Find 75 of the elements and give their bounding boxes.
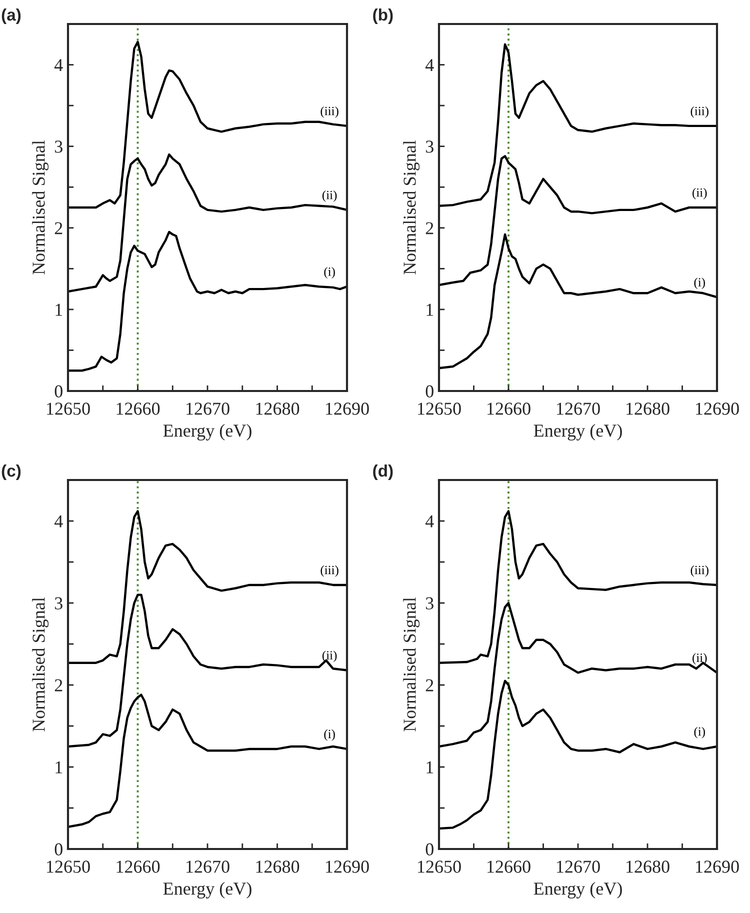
y-tick-label: 0 xyxy=(426,843,434,856)
y-tick-label: 0 xyxy=(426,385,434,398)
series-label: (ii) xyxy=(692,653,707,664)
line-series xyxy=(439,43,717,207)
series-label: (iii) xyxy=(320,106,338,118)
y-tick-label: 4 xyxy=(54,515,63,528)
series-label: (ii) xyxy=(692,188,707,200)
y-tick-label: 0 xyxy=(54,843,62,856)
y-tick-label: 1 xyxy=(426,304,434,316)
series-label: (ii) xyxy=(322,650,337,662)
x-tick-label: 12680 xyxy=(626,402,670,415)
series-label: (iii) xyxy=(690,106,708,118)
line-series xyxy=(439,680,717,830)
x-axis-title: Energy (eV) xyxy=(534,882,622,898)
x-tick-label: 12660 xyxy=(488,860,530,873)
chart-title: (d) xyxy=(373,464,393,480)
series-label: (i) xyxy=(324,267,335,278)
x-axis-title: Energy (eV) xyxy=(163,424,252,440)
line-series xyxy=(439,510,717,664)
y-tick-label: 2 xyxy=(426,679,434,692)
line-series xyxy=(439,233,717,370)
y-tick-label: 4 xyxy=(425,515,434,528)
y-axis-title: Normalised Signal xyxy=(403,140,420,274)
series-label: (i) xyxy=(324,729,335,741)
y-tick-label: 4 xyxy=(54,59,63,72)
y-tick-label: 1 xyxy=(56,761,62,774)
x-tick-label: 12650 xyxy=(47,860,90,873)
x-axis-title: Energy (eV) xyxy=(534,424,622,440)
x-tick-label: 12650 xyxy=(418,402,461,415)
line-series xyxy=(439,602,717,748)
line-series xyxy=(68,40,347,209)
y-tick-label: 4 xyxy=(425,59,434,72)
x-tick-label: 12680 xyxy=(256,860,300,873)
y-tick-label: 1 xyxy=(426,761,434,774)
y-tick-label: 2 xyxy=(54,222,62,234)
x-tick-label: 12690 xyxy=(696,402,739,415)
series-label: (ii) xyxy=(322,190,337,202)
x-tick-label: 12680 xyxy=(626,860,670,873)
x-tick-label: 12690 xyxy=(696,860,739,873)
series-label: (i) xyxy=(694,278,705,290)
y-tick-label: 3 xyxy=(54,597,62,610)
chart-title: (a) xyxy=(2,8,21,24)
series-label: (i) xyxy=(694,726,705,738)
x-axis-title: Energy (eV) xyxy=(163,882,252,898)
line-series xyxy=(68,510,347,664)
series-label: (iii) xyxy=(320,565,338,577)
x-tick-label: 12660 xyxy=(116,860,160,873)
line-series xyxy=(68,153,347,293)
x-tick-label: 12650 xyxy=(418,860,461,873)
y-tick-label: 3 xyxy=(426,597,434,610)
y-tick-label: 2 xyxy=(54,679,62,692)
x-tick-label: 12670 xyxy=(186,402,230,415)
y-tick-label: 0 xyxy=(54,385,62,398)
chart-title: (b) xyxy=(373,8,393,24)
chart-title: (c) xyxy=(2,464,21,480)
x-tick-label: 12690 xyxy=(326,860,369,873)
x-tick-label: 12660 xyxy=(488,402,530,415)
x-tick-label: 12670 xyxy=(557,402,600,415)
line-series xyxy=(68,694,347,828)
line-series xyxy=(68,594,347,748)
y-tick-label: 2 xyxy=(426,222,434,234)
y-tick-label: 3 xyxy=(426,140,434,153)
x-tick-label: 12670 xyxy=(557,860,600,873)
y-tick-label: 3 xyxy=(54,140,62,153)
x-tick-label: 12660 xyxy=(116,402,160,415)
x-tick-label: 12690 xyxy=(326,402,369,415)
y-axis-title: Normalised Signal xyxy=(403,597,420,732)
y-axis-title: Normalised Signal xyxy=(32,597,49,732)
x-tick-label: 12670 xyxy=(186,860,230,873)
x-tick-label: 12650 xyxy=(47,402,90,415)
y-axis-title: Normalised Signal xyxy=(32,140,49,274)
x-tick-label: 12680 xyxy=(256,402,300,415)
series-label: (iii) xyxy=(690,565,708,577)
line-series xyxy=(68,230,347,372)
y-tick-label: 1 xyxy=(56,304,62,316)
